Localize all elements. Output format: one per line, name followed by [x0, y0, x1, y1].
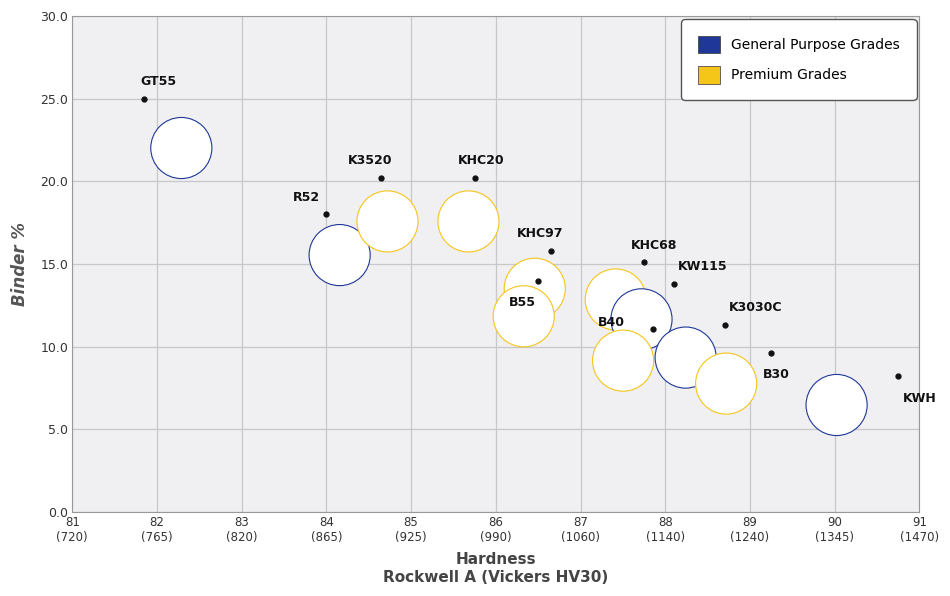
Legend: General Purpose Grades, Premium Grades: General Purpose Grades, Premium Grades [685, 23, 912, 96]
Circle shape [626, 304, 656, 334]
Circle shape [611, 289, 672, 350]
Circle shape [520, 274, 550, 304]
Text: K3520: K3520 [348, 154, 392, 167]
Circle shape [618, 356, 628, 366]
Circle shape [171, 138, 192, 158]
Circle shape [593, 330, 654, 391]
Text: KHC20: KHC20 [458, 154, 504, 167]
Circle shape [598, 335, 649, 386]
Circle shape [636, 314, 647, 324]
Circle shape [319, 235, 360, 275]
Text: KW115: KW115 [678, 260, 728, 273]
Circle shape [519, 311, 529, 321]
Circle shape [675, 347, 695, 368]
Circle shape [324, 240, 355, 271]
Text: B30: B30 [763, 368, 789, 381]
Circle shape [621, 299, 662, 340]
Text: KWH: KWH [902, 392, 936, 405]
Circle shape [695, 353, 757, 414]
Circle shape [330, 245, 350, 265]
Circle shape [438, 191, 499, 252]
Circle shape [632, 309, 652, 330]
Circle shape [596, 279, 636, 320]
Circle shape [605, 289, 626, 310]
Circle shape [524, 278, 545, 299]
Circle shape [585, 269, 646, 330]
Circle shape [608, 345, 638, 376]
Circle shape [156, 123, 207, 173]
Circle shape [665, 337, 706, 378]
Circle shape [464, 216, 473, 226]
Circle shape [448, 201, 489, 242]
Y-axis label: Binder %: Binder % [11, 222, 29, 306]
Circle shape [660, 332, 712, 383]
Circle shape [721, 378, 732, 389]
Circle shape [711, 368, 741, 399]
Circle shape [151, 117, 212, 179]
Circle shape [716, 374, 736, 394]
Circle shape [443, 196, 494, 247]
Circle shape [530, 284, 540, 294]
Circle shape [314, 229, 365, 281]
Circle shape [616, 294, 667, 345]
Text: KHC97: KHC97 [517, 227, 563, 240]
Circle shape [508, 301, 539, 331]
Circle shape [611, 294, 620, 305]
Text: B40: B40 [598, 315, 624, 328]
Circle shape [334, 250, 345, 260]
Circle shape [811, 380, 862, 430]
Circle shape [383, 216, 392, 226]
Circle shape [600, 284, 631, 315]
Circle shape [831, 400, 842, 410]
Circle shape [816, 384, 857, 426]
Circle shape [309, 225, 370, 285]
Circle shape [806, 374, 867, 436]
Circle shape [671, 342, 701, 373]
X-axis label: Hardness
Rockwell A (Vickers HV30): Hardness Rockwell A (Vickers HV30) [383, 552, 608, 585]
Circle shape [706, 363, 747, 404]
Circle shape [377, 211, 398, 232]
Circle shape [367, 201, 408, 242]
Circle shape [357, 191, 418, 252]
Circle shape [590, 274, 641, 325]
Circle shape [514, 306, 534, 327]
Circle shape [509, 263, 560, 314]
Circle shape [362, 196, 413, 247]
Circle shape [680, 352, 691, 363]
Text: K3030C: K3030C [729, 302, 782, 315]
Circle shape [826, 395, 846, 415]
Circle shape [161, 128, 201, 169]
Circle shape [458, 211, 479, 232]
Circle shape [493, 285, 554, 347]
Circle shape [701, 358, 751, 409]
Circle shape [602, 340, 643, 381]
Circle shape [504, 258, 565, 319]
Text: GT55: GT55 [140, 75, 176, 88]
Text: R52: R52 [293, 191, 319, 204]
Circle shape [613, 350, 634, 371]
Circle shape [822, 390, 852, 420]
Circle shape [372, 206, 403, 237]
Text: KHC68: KHC68 [632, 238, 677, 252]
Circle shape [453, 206, 484, 237]
Circle shape [504, 296, 544, 337]
Circle shape [498, 291, 549, 342]
Circle shape [514, 268, 555, 309]
Text: B55: B55 [508, 296, 536, 309]
Circle shape [656, 327, 716, 388]
Circle shape [177, 143, 186, 153]
Circle shape [166, 133, 197, 163]
